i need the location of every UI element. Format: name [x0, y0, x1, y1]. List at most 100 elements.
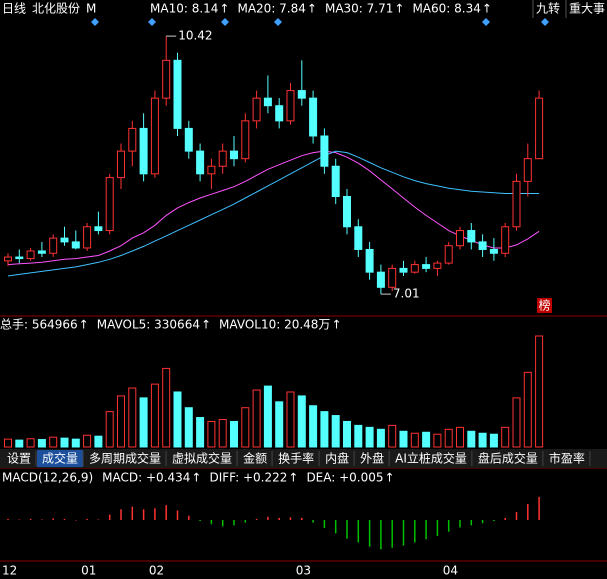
tab-background	[2, 450, 37, 467]
tab[interactable]: 市盈率	[543, 450, 591, 467]
tab-background	[355, 450, 390, 467]
indicator-arrow: ↑	[482, 2, 492, 16]
macd-bar	[199, 520, 201, 522]
tab-label[interactable]: 市盈率	[549, 451, 585, 466]
volume-bar	[4, 438, 12, 448]
candle-body	[275, 105, 284, 122]
tab[interactable]: 设置	[2, 450, 37, 467]
tab[interactable]: 多周期成交量	[84, 450, 167, 467]
candle-body	[320, 135, 329, 167]
header-period: 日线	[2, 2, 26, 16]
indicator-text: MA60: 8.34	[412, 2, 480, 16]
macd-bar	[255, 518, 258, 520]
indicator-arrow: ↑	[79, 318, 89, 332]
tab[interactable]: 换手率	[273, 450, 320, 467]
volume-bar	[365, 426, 374, 448]
volume-bar	[456, 426, 464, 448]
candle-body	[196, 150, 205, 175]
macd-bar	[346, 520, 348, 539]
tab[interactable]: 金额	[238, 450, 273, 467]
candle-body	[501, 226, 510, 254]
candle-body	[399, 267, 408, 273]
macd-bar	[188, 515, 190, 520]
candle-body	[444, 245, 453, 264]
tab[interactable]: 盘后成交量	[472, 450, 544, 467]
candle-body	[184, 127, 193, 152]
volume-bar	[399, 430, 408, 448]
macd-bar	[289, 517, 292, 520]
volume-bar	[218, 418, 227, 448]
tab-label[interactable]: 成交量	[42, 451, 78, 466]
annotation-label: 10.42	[178, 29, 212, 43]
macd-bar	[515, 512, 518, 520]
tab[interactable]: 成交量	[37, 450, 84, 467]
tab[interactable]: 内盘	[320, 450, 355, 467]
tab-label[interactable]: 内盘	[325, 451, 349, 466]
macd-bar	[267, 516, 269, 520]
tab-label[interactable]: 设置	[7, 452, 31, 466]
candle-body	[523, 158, 532, 182]
volume-bar	[15, 439, 24, 448]
volume-bar	[60, 437, 69, 448]
tab-label[interactable]: AI立桩成交量	[395, 451, 467, 466]
event-marker	[148, 18, 156, 26]
header-button[interactable]: 重大事	[569, 2, 605, 16]
macd-bar	[131, 506, 134, 520]
candle-body	[535, 97, 544, 160]
tab-background	[390, 450, 472, 467]
badge-box	[537, 298, 552, 313]
tab[interactable]: 外盘	[355, 450, 390, 467]
volume-bar	[410, 432, 419, 448]
macd-bar	[470, 520, 473, 526]
candle-body	[4, 256, 12, 262]
macd-bar	[312, 520, 314, 523]
candle-body	[252, 97, 261, 122]
macd-bar	[414, 520, 416, 543]
tab-background	[273, 450, 320, 467]
volume-bar	[444, 428, 453, 448]
macd-bar	[18, 519, 21, 520]
volume-bar	[37, 439, 46, 448]
macd-bar	[176, 510, 179, 520]
macd-bar	[334, 520, 337, 534]
candle-body	[478, 241, 487, 250]
indicator-arrow: ↑	[219, 2, 229, 16]
volume-bar	[71, 438, 80, 448]
macd-bar	[447, 520, 450, 532]
candle-body	[388, 267, 397, 288]
candle-body	[489, 248, 498, 254]
tab[interactable]: 虚拟成交量	[167, 450, 238, 467]
tab-label[interactable]: 多周期成交量	[89, 451, 161, 466]
header-code-partial: M	[86, 2, 96, 16]
indicator-text: MA20: 7.84	[237, 2, 305, 16]
tab-label[interactable]: 盘后成交量	[478, 451, 538, 466]
candle-body	[162, 59, 171, 99]
volume-bar	[512, 397, 521, 448]
volume-bar	[433, 433, 442, 448]
moving-average-line	[7, 150, 540, 266]
indicator-arrow: ↑	[288, 471, 298, 485]
volume-bar	[173, 391, 182, 448]
header-button[interactable]: 九转	[536, 1, 560, 16]
indicator-text: DEA: +0.005	[306, 471, 383, 485]
volume-bar	[354, 424, 363, 448]
candle-body	[263, 97, 272, 107]
indicator-arrow: ↑	[394, 2, 404, 16]
tab-label[interactable]: 虚拟成交量	[172, 451, 232, 466]
macd-bar	[29, 518, 32, 520]
tab-label[interactable]: 换手率	[278, 451, 314, 466]
header-name: 北化股份	[32, 2, 80, 16]
macd-bar	[278, 517, 280, 520]
macd-bar	[244, 520, 247, 523]
tab-label[interactable]: 金额	[243, 451, 267, 466]
tab-label[interactable]: 外盘	[360, 451, 384, 466]
candle-body	[286, 90, 295, 122]
tab[interactable]: AI立桩成交量	[390, 450, 473, 467]
candle-body	[422, 264, 431, 269]
macd-bar	[142, 509, 145, 520]
macd-bar	[233, 520, 235, 526]
indicator-arrow: ↑	[331, 318, 341, 332]
volume-bar	[83, 434, 92, 448]
macd-bar	[391, 520, 393, 548]
